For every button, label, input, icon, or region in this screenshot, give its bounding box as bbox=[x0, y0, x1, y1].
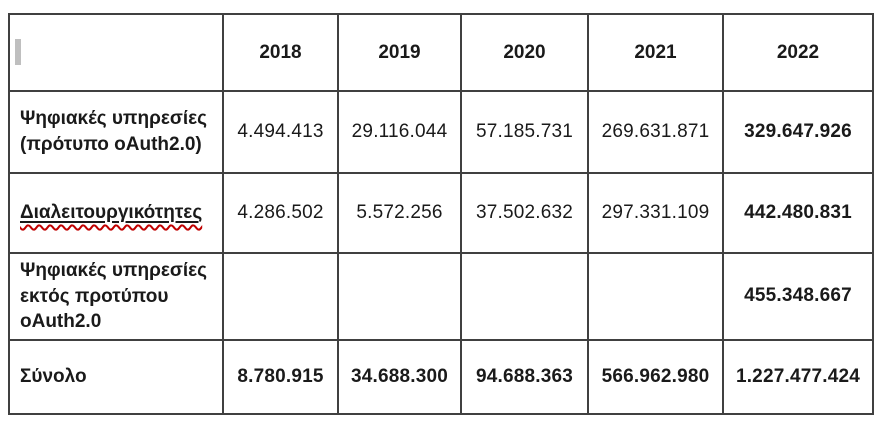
table-row-digital-services-non-oauth: Ψηφιακές υπηρεσίες εκτός προτύπου oAuth2… bbox=[8, 252, 874, 341]
cell-2020[interactable]: 57.185.731 bbox=[460, 90, 589, 174]
row-label-text: Ψηφιακές υπηρεσίες (πρότυπο oAuth2.0) bbox=[20, 108, 208, 155]
cell-2021[interactable]: 269.631.871 bbox=[587, 90, 724, 174]
cell-2021-empty[interactable] bbox=[587, 252, 724, 341]
cell-2018[interactable]: 4.286.502 bbox=[222, 172, 339, 254]
header-row: 2018 2019 2020 2021 2022 bbox=[8, 13, 874, 92]
table-corner-cell[interactable] bbox=[8, 13, 224, 92]
row-label-text: Σύνολο bbox=[20, 366, 87, 388]
cell-total-2020[interactable]: 94.688.363 bbox=[460, 338, 589, 415]
data-table: 2018 2019 2020 2021 2022 Ψηφιακές υπηρεσ… bbox=[8, 13, 874, 415]
row-label-digital-services-non-oauth[interactable]: Ψηφιακές υπηρεσίες εκτός προτύπου oAuth2… bbox=[8, 252, 224, 341]
cell-2020[interactable]: 37.502.632 bbox=[460, 172, 589, 254]
table-row-total: Σύνολο 8.780.915 34.688.300 94.688.363 5… bbox=[8, 338, 874, 415]
cell-total-2019[interactable]: 34.688.300 bbox=[337, 338, 462, 415]
cell-2022[interactable]: 455.348.667 bbox=[722, 252, 874, 341]
year-header-2022[interactable]: 2022 bbox=[722, 13, 874, 92]
year-header-2019[interactable]: 2019 bbox=[337, 13, 462, 92]
row-label-text: Ψηφιακές υπηρεσίες εκτός προτύπου oAuth2… bbox=[20, 260, 208, 333]
cell-2019-empty[interactable] bbox=[337, 252, 462, 341]
text-cursor bbox=[15, 39, 21, 65]
row-label-total[interactable]: Σύνολο bbox=[8, 338, 224, 415]
cell-2019[interactable]: 5.572.256 bbox=[337, 172, 462, 254]
cell-total-2018[interactable]: 8.780.915 bbox=[222, 338, 339, 415]
cell-2022[interactable]: 329.647.926 bbox=[722, 90, 874, 174]
spellcheck-squiggle: Διαλειτουργικότητες bbox=[20, 202, 202, 223]
row-label-interoperabilities[interactable]: Διαλειτουργικότητες bbox=[8, 172, 224, 254]
cell-2018-empty[interactable] bbox=[222, 252, 339, 341]
cell-total-2022[interactable]: 1.227.477.424 bbox=[722, 338, 874, 415]
table-row-digital-services-oauth: Ψηφιακές υπηρεσίες (πρότυπο oAuth2.0) 4.… bbox=[8, 90, 874, 174]
row-label-digital-services-oauth[interactable]: Ψηφιακές υπηρεσίες (πρότυπο oAuth2.0) bbox=[8, 90, 224, 174]
year-header-2021[interactable]: 2021 bbox=[587, 13, 724, 92]
row-label-text: Διαλειτουργικότητες bbox=[20, 202, 203, 224]
cell-2022[interactable]: 442.480.831 bbox=[722, 172, 874, 254]
year-header-2018[interactable]: 2018 bbox=[222, 13, 339, 92]
cell-2019[interactable]: 29.116.044 bbox=[337, 90, 462, 174]
cell-2018[interactable]: 4.494.413 bbox=[222, 90, 339, 174]
cell-2020-empty[interactable] bbox=[460, 252, 589, 341]
table-row-interoperabilities: Διαλειτουργικότητες 4.286.502 5.572.256 … bbox=[8, 172, 874, 254]
cell-total-2021[interactable]: 566.962.980 bbox=[587, 338, 724, 415]
cell-2021[interactable]: 297.331.109 bbox=[587, 172, 724, 254]
year-header-2020[interactable]: 2020 bbox=[460, 13, 589, 92]
